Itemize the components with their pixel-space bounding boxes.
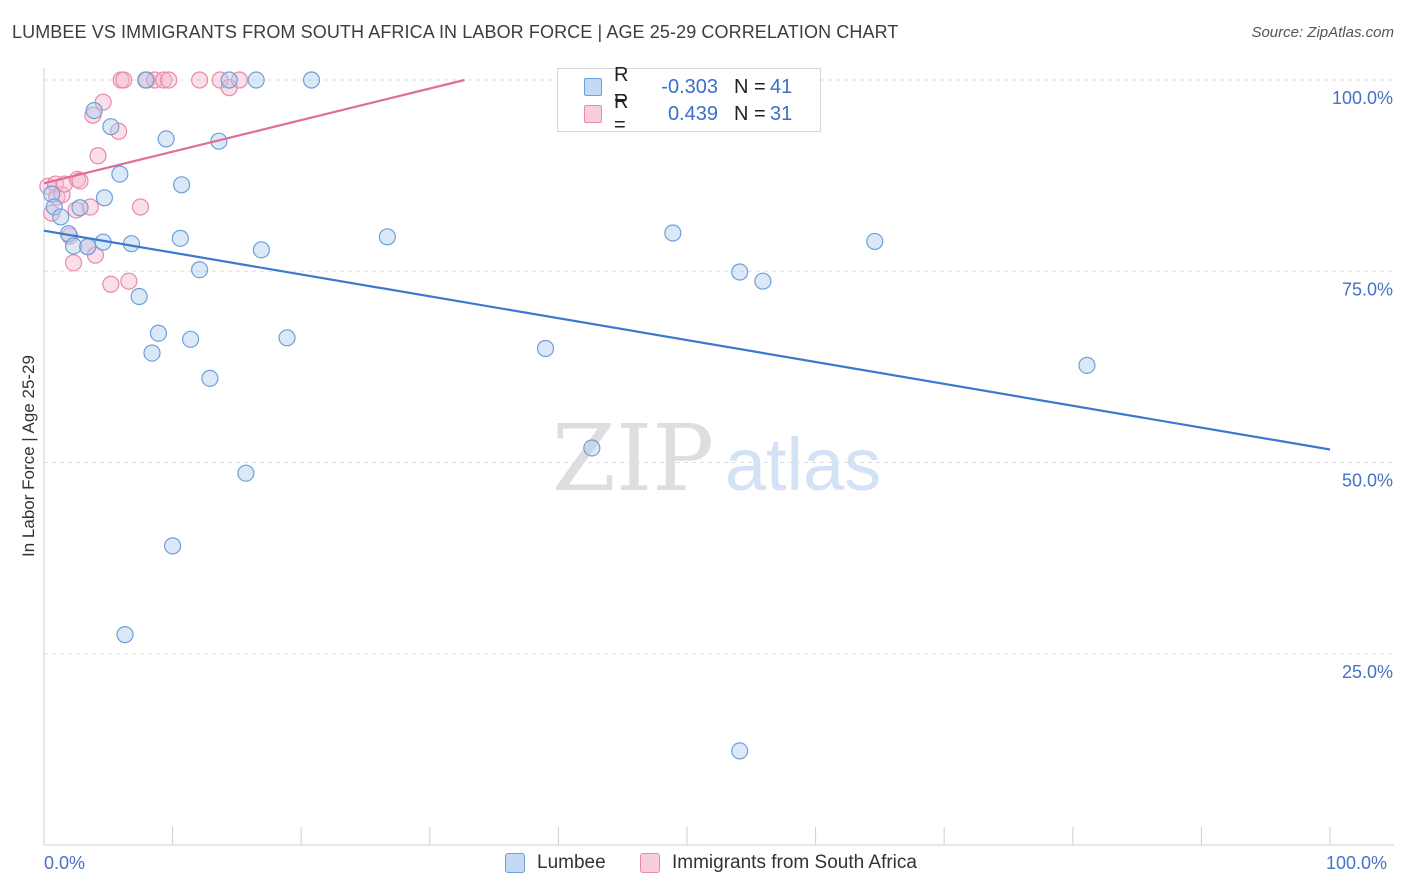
lumbee-point (173, 176, 191, 194)
lumbee-point (536, 339, 555, 358)
lumbee-point (149, 324, 168, 342)
lumbee-point (302, 71, 321, 89)
chart-title: LUMBEE VS IMMIGRANTS FROM SOUTH AFRICA I… (12, 22, 899, 42)
lumbee-point (191, 261, 209, 279)
lumbee-r-value: -0.303 (661, 75, 718, 98)
lumbee-point (237, 464, 255, 482)
south-africa-point (145, 71, 164, 89)
south-africa-point (120, 272, 138, 290)
lumbee-point (731, 263, 749, 281)
lumbee-legend-label: Lumbee (537, 852, 606, 873)
lumbee-point (45, 198, 63, 216)
y-tick-label: 75.0% (1342, 279, 1393, 299)
lumbee-point (754, 272, 772, 290)
source-note: Source: ZipAtlas.com (1251, 24, 1394, 41)
lumbee-point (1078, 356, 1096, 374)
y-axis-label: In Labor Force | Age 25-29 (19, 355, 38, 557)
lumbee-swatch (584, 78, 602, 96)
y-tick-label: 25.0% (1342, 662, 1393, 682)
south-africa-legend-swatch (640, 853, 660, 873)
south-africa-legend-label: Immigrants from South Africa (672, 852, 917, 873)
lumbee-point (252, 241, 270, 259)
watermark-zip: ZIP (552, 405, 714, 512)
r-label: R = (614, 91, 629, 136)
lumbee-point (102, 118, 120, 136)
lumbee-point (157, 130, 175, 148)
lumbee-point (95, 189, 114, 207)
lumbee-point (143, 344, 161, 362)
lumbee-point (136, 71, 155, 89)
lumbee-point (79, 238, 97, 256)
legend-item-lumbee[interactable]: Lumbee (505, 852, 606, 874)
axes (43, 68, 1394, 846)
lumbee-point (378, 228, 396, 246)
south-africa-point (64, 254, 83, 272)
series-legend: Lumbee Immigrants from South Africa (0, 852, 1406, 876)
south-africa-point (115, 71, 133, 89)
n-label: N = (734, 75, 766, 98)
lumbee-point (71, 199, 89, 217)
lumbee-point (583, 439, 601, 457)
south-africa-point (154, 71, 173, 89)
lumbee-point (64, 237, 83, 255)
y-tick-label: 50.0% (1342, 471, 1393, 491)
lumbee-point (52, 208, 70, 226)
correlation-legend: R = -0.303 N = 41 R = 0.439 N = 31 (557, 64, 821, 136)
lumbee-point (866, 232, 884, 251)
south-africa-point (71, 172, 89, 190)
lumbee-trend-line (43, 229, 1331, 451)
lumbee-point (43, 185, 61, 203)
lumbee-point (247, 71, 265, 89)
lumbee-point (171, 229, 189, 247)
south-africa-point (89, 147, 107, 165)
lumbee-point (664, 224, 682, 242)
south-africa-trend-line (43, 78, 465, 185)
south-africa-point (102, 275, 120, 293)
watermark-atlas: atlas (725, 423, 881, 506)
x-axis-ticks (172, 827, 1331, 845)
lumbee-n-value: 41 (770, 75, 793, 98)
series-lumbee (43, 71, 1096, 760)
south-africa-point (131, 198, 150, 216)
south-africa-r-value: 0.439 (667, 102, 718, 125)
y-tick-label: 100.0% (1332, 88, 1393, 108)
x-tick-label-max: 100.0% (1326, 853, 1388, 873)
lumbee-point (116, 626, 134, 644)
lumbee-point (201, 369, 219, 387)
y-tick-labels: 25.0% 50.0% 75.0% 100.0% (1332, 88, 1393, 682)
south-africa-swatch (584, 105, 602, 123)
lumbee-point (731, 742, 749, 760)
lumbee-point (130, 287, 148, 306)
lumbee-point (182, 330, 200, 348)
lumbee-point (164, 537, 182, 555)
lumbee-legend-swatch (505, 853, 525, 873)
n-label: N = (734, 102, 766, 125)
lumbee-point (278, 329, 296, 347)
trend-lines (43, 78, 1331, 451)
watermark: ZIP atlas (552, 405, 881, 512)
lumbee-point (85, 101, 103, 120)
south-africa-n-value: 31 (770, 102, 793, 125)
legend-row-lumbee: R = -0.303 N = 41 (584, 64, 793, 109)
south-africa-point (160, 71, 178, 89)
legend-item-south-africa[interactable]: Immigrants from South Africa (640, 852, 917, 874)
lumbee-point (220, 71, 238, 89)
south-africa-point (191, 71, 209, 89)
x-tick-label-min: 0.0% (44, 853, 86, 873)
lumbee-point (111, 165, 129, 183)
gridlines (44, 79, 1394, 655)
r-label: R = (614, 64, 629, 109)
legend-row-south-africa: R = 0.439 N = 31 (584, 91, 793, 136)
